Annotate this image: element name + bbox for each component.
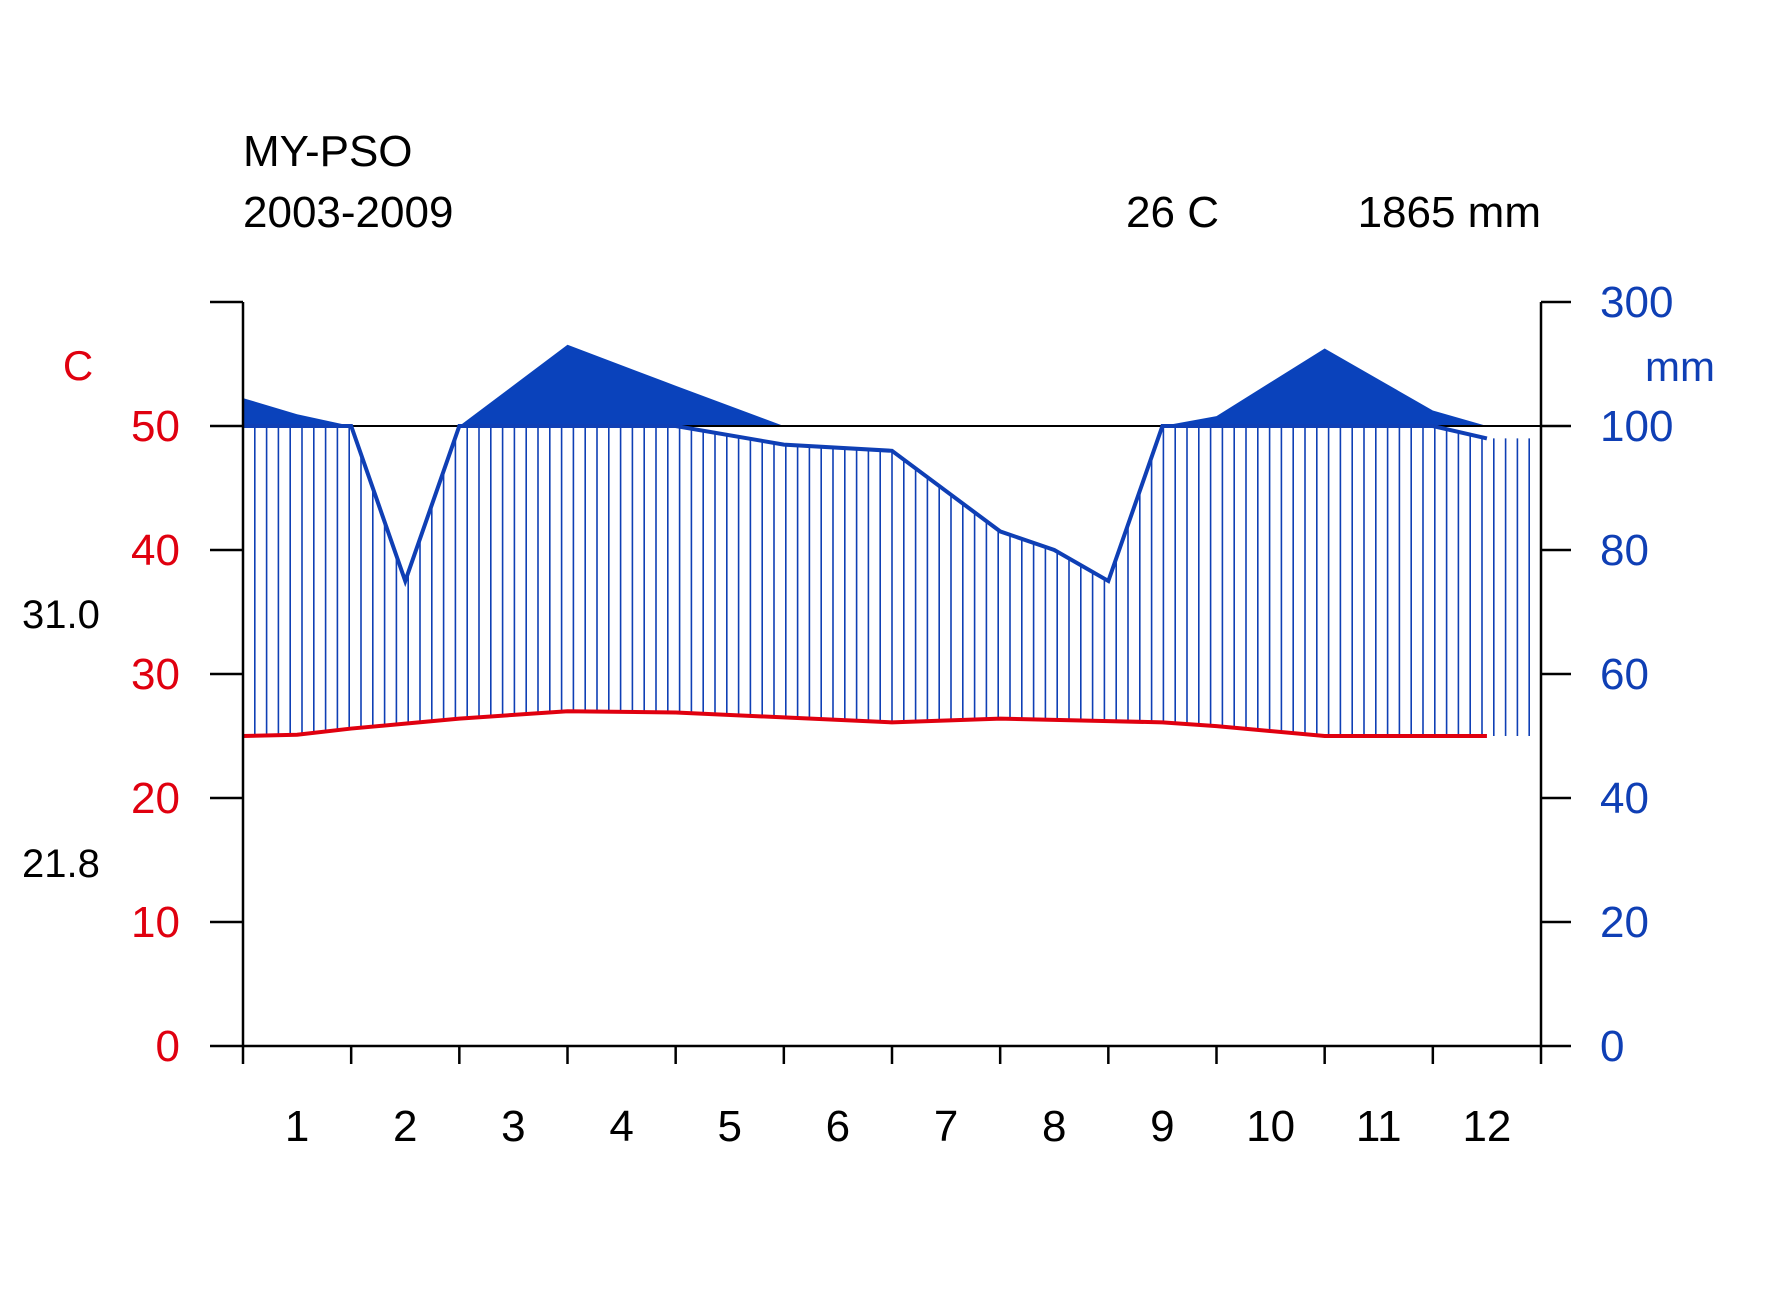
station-name: MY-PSO xyxy=(243,127,413,176)
axes xyxy=(210,300,1571,1064)
x-tick-label: 12 xyxy=(1462,1102,1511,1151)
right-tick-label: 0 xyxy=(1600,1022,1624,1071)
x-tick-label: 4 xyxy=(609,1102,633,1151)
temp-unit-label: C xyxy=(63,342,93,389)
x-tick-label: 11 xyxy=(1356,1102,1402,1151)
x-tick-label: 10 xyxy=(1246,1102,1295,1151)
humid-hatching xyxy=(242,426,1542,736)
left-tick-label: 0 xyxy=(156,1022,180,1071)
precipitation-line xyxy=(243,424,1488,588)
x-tick-label: 8 xyxy=(1042,1102,1066,1151)
x-tick-label: 6 xyxy=(826,1102,850,1151)
x-tick-label: 5 xyxy=(718,1102,742,1151)
left-tick-label: 40 xyxy=(131,526,180,575)
x-tick-label: 3 xyxy=(501,1102,525,1151)
annual-precipitation: 1865 mm xyxy=(1358,188,1541,237)
max-temp-label: 31.0 xyxy=(22,593,100,637)
left-tick-label: 50 xyxy=(131,402,180,451)
temperature-line xyxy=(242,709,1487,738)
min-temp-label: 21.8 xyxy=(22,842,100,886)
x-tick-label: 1 xyxy=(285,1102,309,1151)
period-label: 2003-2009 xyxy=(243,188,453,237)
precip-area xyxy=(243,344,1487,426)
x-tick-label: 2 xyxy=(393,1102,417,1151)
left-tick-label: 30 xyxy=(131,650,180,699)
x-tick-label: 9 xyxy=(1150,1102,1174,1151)
left-tick-label: 20 xyxy=(131,774,180,823)
precip-unit-label: mm xyxy=(1645,343,1715,390)
right-tick-label: 80 xyxy=(1600,526,1649,575)
series-lines xyxy=(242,424,1488,738)
right-tick-label: 40 xyxy=(1600,774,1649,823)
x-tick-label: 7 xyxy=(934,1102,958,1151)
right-tick-label: 300 xyxy=(1600,278,1673,327)
mean-temperature: 26 C xyxy=(1126,188,1219,237)
right-tick-label: 60 xyxy=(1600,650,1649,699)
right-tick-label: 20 xyxy=(1600,898,1649,947)
left-tick-label: 10 xyxy=(131,898,180,947)
right-tick-label: 100 xyxy=(1600,402,1673,451)
